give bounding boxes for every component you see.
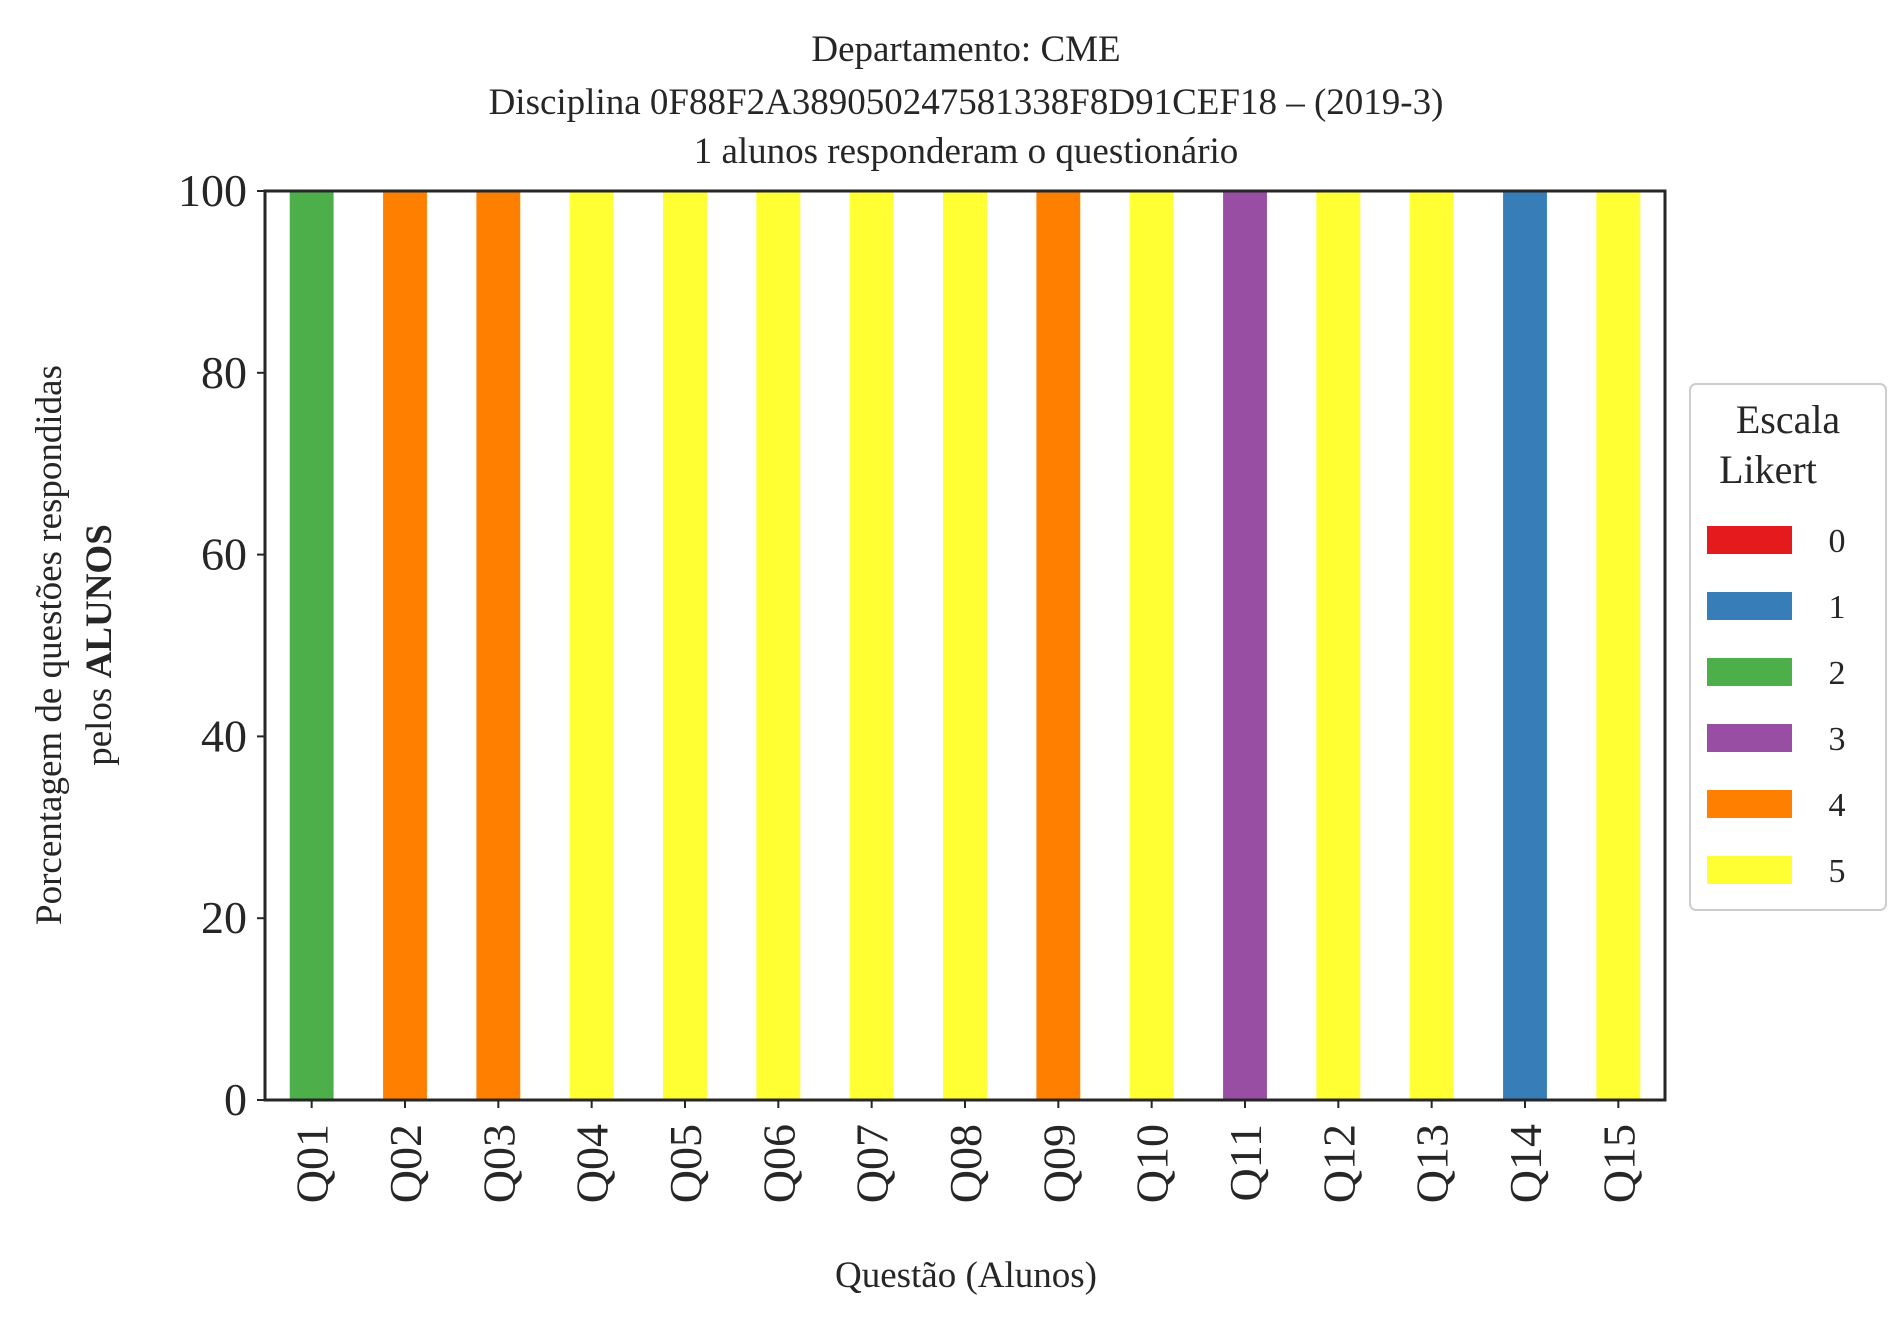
legend-label-5: 5 bbox=[1829, 853, 1846, 890]
bar-Q05-likert-5 bbox=[663, 191, 707, 1100]
bar-Q08-likert-5 bbox=[943, 191, 987, 1100]
x-axis-label: Questão (Alunos) bbox=[835, 1255, 1097, 1296]
bar-Q13-likert-5 bbox=[1409, 191, 1454, 1100]
y-tick-label: 0 bbox=[224, 1074, 247, 1125]
y-axis-label-line-1: Porcentagem de questões respondidas bbox=[29, 365, 70, 925]
bar-Q06-likert-5 bbox=[756, 191, 801, 1100]
legend-box bbox=[1689, 383, 1887, 911]
x-tick-label: Q02 bbox=[380, 1124, 431, 1203]
legend-swatch-0 bbox=[1707, 526, 1792, 554]
chart-title-line-1: Departamento: CME bbox=[811, 29, 1120, 70]
legend-label-2: 2 bbox=[1829, 655, 1846, 692]
y-tick-label: 100 bbox=[178, 165, 247, 216]
bar-Q10-likert-5 bbox=[1129, 191, 1174, 1100]
legend-label-4: 4 bbox=[1829, 787, 1846, 824]
x-tick-label: Q12 bbox=[1313, 1124, 1364, 1203]
bar-Q04-likert-5 bbox=[569, 191, 614, 1100]
legend-label-0: 0 bbox=[1829, 523, 1846, 560]
bar-Q15-likert-5 bbox=[1596, 191, 1641, 1100]
legend-label-3: 3 bbox=[1829, 721, 1846, 758]
x-tick-label: Q09 bbox=[1033, 1124, 1084, 1203]
x-tick-label: Q08 bbox=[940, 1124, 991, 1203]
y-axis-label: Porcentagem de questões respondidas pelo… bbox=[29, 365, 120, 925]
y-axis-label-line-2: pelos ALUNOS bbox=[79, 524, 120, 766]
legend-swatch-1 bbox=[1707, 592, 1792, 620]
bar-Q02-likert-4 bbox=[383, 191, 427, 1100]
x-tick-label: Q15 bbox=[1593, 1124, 1644, 1203]
x-tick-label: Q14 bbox=[1500, 1124, 1551, 1203]
x-tick-label: Q10 bbox=[1127, 1124, 1178, 1203]
x-tick-label: Q01 bbox=[287, 1124, 338, 1203]
y-tick-label: 80 bbox=[201, 347, 247, 398]
chart-title-line-2: Disciplina 0F88F2A389050247581338F8D91CE… bbox=[489, 82, 1444, 123]
x-tick-label: Q03 bbox=[473, 1124, 524, 1203]
y-tick-label: 40 bbox=[201, 710, 247, 761]
x-tick-label: Q06 bbox=[753, 1124, 804, 1203]
y-axis-ticks: 0 20 40 60 80 100 bbox=[178, 165, 265, 1125]
legend-title-line-2: Likert bbox=[1719, 447, 1817, 492]
bar-Q09-likert-4 bbox=[1036, 191, 1081, 1100]
y-tick-label: 60 bbox=[201, 529, 247, 580]
bar-Q07-likert-5 bbox=[849, 191, 894, 1100]
legend-items: 0 1 2 3 4 5 bbox=[1707, 523, 1846, 890]
x-tick-label: Q13 bbox=[1407, 1124, 1458, 1203]
legend-swatch-2 bbox=[1707, 658, 1792, 686]
legend-swatch-5 bbox=[1707, 856, 1792, 884]
legend-title-line-1: Escala bbox=[1736, 397, 1841, 442]
chart-title-line-3: 1 alunos responderam o questionário bbox=[694, 131, 1239, 172]
x-tick-label: Q04 bbox=[567, 1124, 618, 1203]
bar-Q03-likert-4 bbox=[476, 191, 521, 1100]
bar-Q14-likert-1 bbox=[1503, 191, 1547, 1100]
x-tick-label: Q05 bbox=[660, 1124, 711, 1203]
x-tick-label: Q11 bbox=[1220, 1124, 1271, 1202]
bars-layer bbox=[289, 191, 1641, 1100]
y-axis-label-prefix: pelos bbox=[79, 678, 120, 765]
y-tick-label: 20 bbox=[201, 892, 247, 943]
chart-title: Departamento: CME Disciplina 0F88F2A3890… bbox=[489, 29, 1444, 172]
bar-Q11-likert-3 bbox=[1223, 191, 1267, 1100]
bar-Q12-likert-5 bbox=[1316, 191, 1361, 1100]
legend: Escala Likert 0 1 2 3 4 5 bbox=[1689, 383, 1887, 911]
bar-Q01-likert-2 bbox=[289, 191, 334, 1100]
legend-swatch-3 bbox=[1707, 724, 1792, 752]
x-axis-ticks: Q01 Q02 Q03 Q04 Q05 Q06 Q07 Q08 Q09 Q10 Q11 Q12 Q13 Q… bbox=[287, 1100, 1644, 1203]
legend-swatch-4 bbox=[1707, 790, 1792, 818]
legend-label-1: 1 bbox=[1829, 589, 1846, 626]
plot-area-frame bbox=[263, 189, 1667, 1102]
y-axis-label-bold: ALUNOS bbox=[79, 524, 120, 678]
x-tick-label: Q07 bbox=[847, 1124, 898, 1203]
